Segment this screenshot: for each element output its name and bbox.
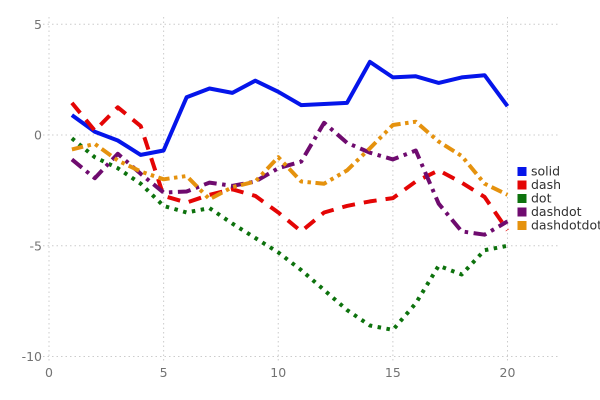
series-line-dot (70, 136, 508, 332)
legend-label-solid: solid (531, 164, 560, 179)
legend-label-dash: dash (531, 177, 561, 192)
series-line-dashdot (70, 120, 509, 237)
x-tick-label-0: 0 (45, 365, 53, 380)
x-tick-label-5: 5 (160, 365, 168, 380)
legend-label-dashdot: dashdot (531, 204, 582, 219)
legend-swatch-dot (517, 194, 527, 203)
x-tick-label-20: 20 (500, 365, 516, 380)
series-line-dash (70, 101, 510, 234)
legend-swatch-dashdotdot (517, 221, 527, 230)
y-tick-label--5: -5 (30, 238, 42, 253)
series-line-dashdotdot (71, 119, 509, 202)
x-tick-label-10: 10 (270, 365, 286, 380)
y-tick-label--10: -10 (22, 349, 42, 364)
legend-label-dashdotdot: dashdotdot (531, 218, 600, 233)
y-tick-label-5: 5 (34, 17, 42, 32)
legend-swatch-dashdot (517, 207, 527, 217)
y-tick-label-0: 0 (34, 128, 42, 143)
legend-swatch-dash (517, 180, 527, 190)
legend-swatch-solid (517, 167, 527, 176)
series-line-solid (70, 59, 510, 157)
x-tick-label-15: 15 (385, 365, 401, 380)
legend-label-dot: dot (531, 191, 552, 206)
